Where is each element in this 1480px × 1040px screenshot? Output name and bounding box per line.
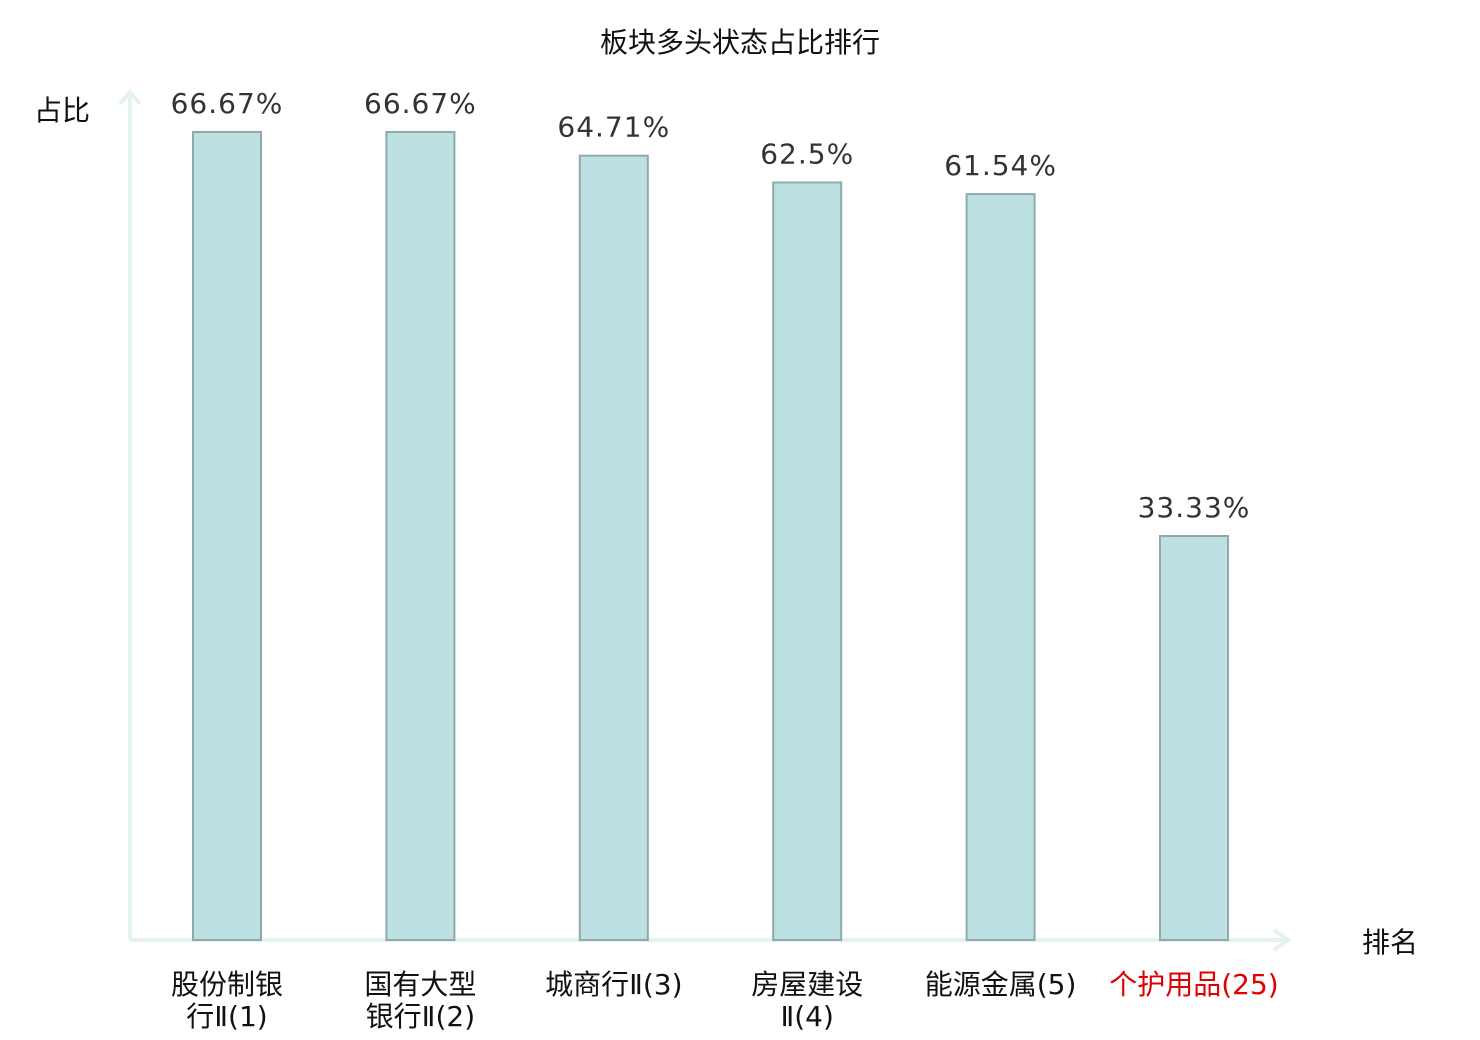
axes (118, 88, 1292, 952)
value-labels-group: 66.67% 66.67% 64.71% 62.5% 61.54% 33.33% (171, 87, 1251, 524)
category-label-4-line-0: 能源金属(5) (925, 968, 1077, 1001)
value-label-1: 66.67% (364, 87, 477, 120)
value-label-3: 62.5% (760, 138, 854, 171)
bar-0 (192, 131, 262, 941)
chart-title: 板块多头状态占比排行 (600, 26, 880, 59)
category-label-3-line-1: Ⅱ(4) (780, 1000, 833, 1033)
bars-group (192, 131, 1229, 942)
category-label-5-line-0: 个护用品(25) (1109, 968, 1278, 1001)
x-axis-arrow (1272, 928, 1292, 952)
y-axis-title: 占比 (34, 94, 90, 127)
value-label-5: 33.33% (1138, 491, 1251, 524)
y-axis-arrow (118, 88, 142, 106)
category-label-0-line-0: 股份制银 (171, 968, 283, 1001)
bar-1 (385, 131, 456, 941)
category-label-3-line-0: 房屋建设 (751, 968, 863, 1001)
category-label-2-line-0: 城商行Ⅱ(3) (545, 968, 682, 1001)
x-axis-title: 排名 (1362, 926, 1418, 959)
bar-3 (772, 181, 843, 941)
category-label-1-line-1: 银行Ⅱ(2) (366, 1000, 475, 1033)
bar-4 (965, 193, 1036, 942)
value-label-2: 64.71% (557, 111, 670, 144)
value-label-4: 61.54% (944, 149, 1057, 182)
category-label-0-line-1: 行Ⅱ(1) (186, 1000, 267, 1033)
bar-2 (578, 154, 649, 941)
category-label-1-line-0: 国有大型 (364, 968, 476, 1001)
value-label-0: 66.67% (171, 87, 284, 120)
bar-5 (1159, 535, 1229, 941)
